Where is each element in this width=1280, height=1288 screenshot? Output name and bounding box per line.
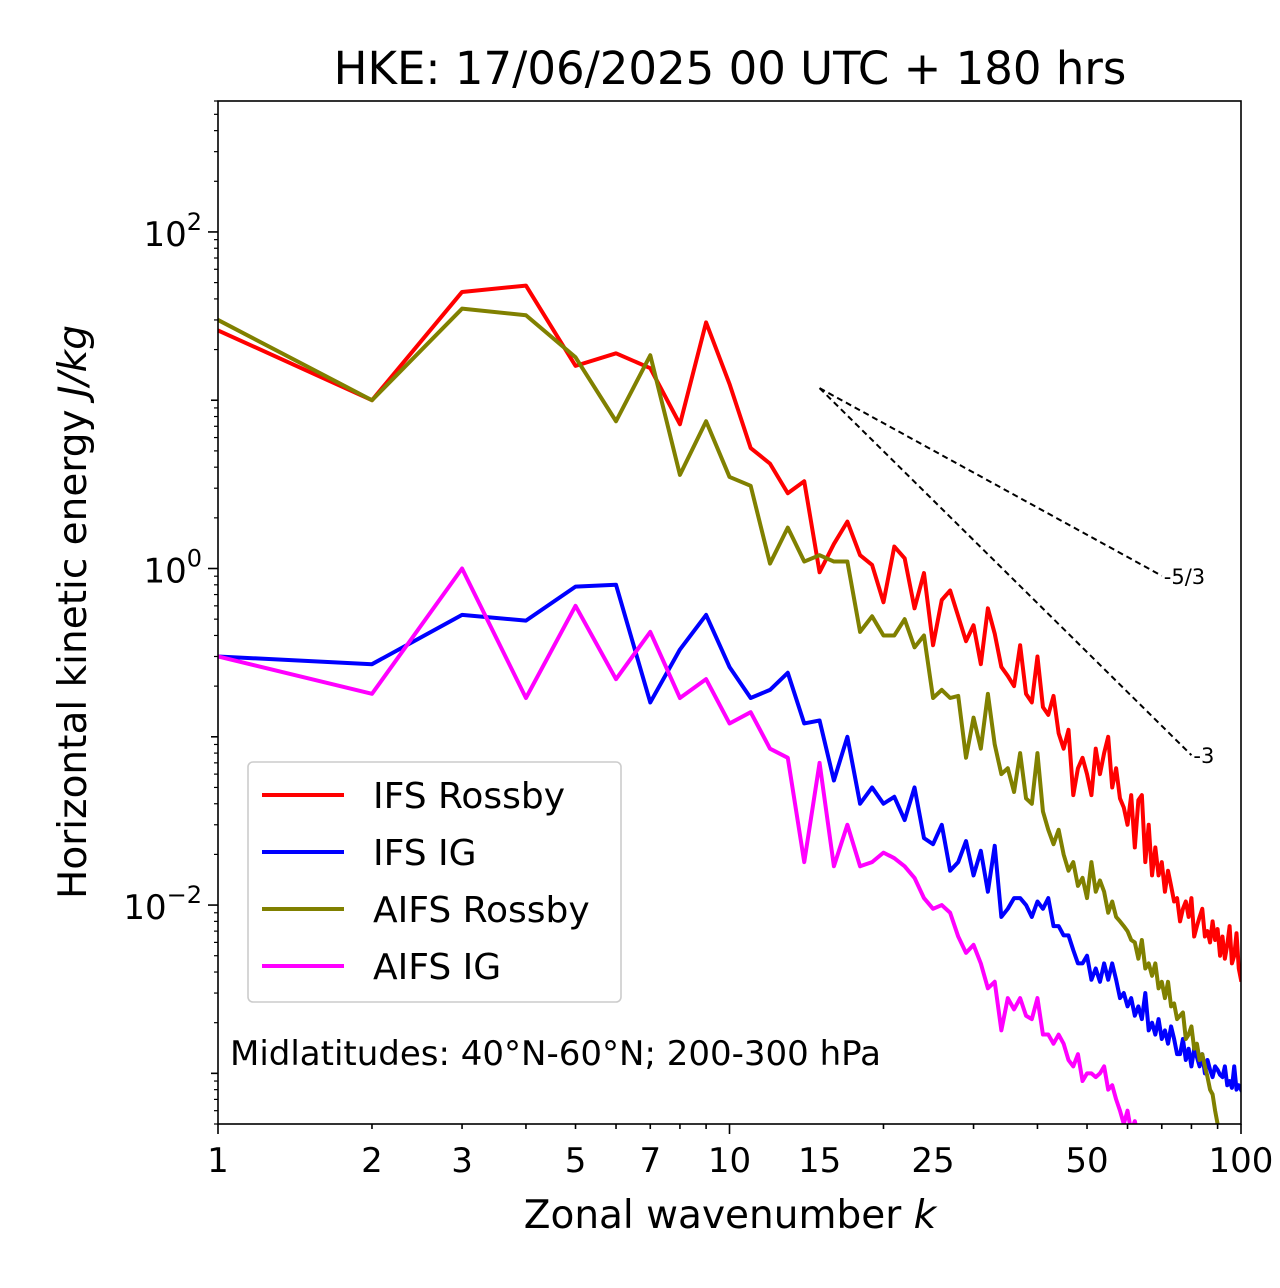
reference-slope-line-5-3 [819,387,1163,577]
y-tick-label: 10−2 [123,881,202,928]
x-tick-label: 10 [708,1141,751,1181]
chart-title: HKE: 17/06/2025 00 UTC + 180 hrs [334,42,1127,95]
legend-entries: IFS Rossby IFS IG AIFS Rossby AIFS IG [262,776,590,988]
series-layer [218,283,1241,1124]
x-tick-label: 5 [565,1141,587,1181]
x-tick-label: 7 [639,1141,661,1181]
y-axis-label-text: Horizontal kinetic energy [51,409,96,899]
y-axis-label: Horizontal kinetic energy J/kg [51,325,96,899]
x-axis-label-symbol: k [914,1193,938,1238]
legend-label-ifs-rossby: IFS Rossby [373,776,565,817]
x-tick-label: 1 [207,1141,229,1181]
reference-slope-label-5-3: -5/3 [1164,565,1205,589]
x-tick-label: 3 [451,1141,473,1181]
x-axis-label-text: Zonal wavenumber [524,1193,902,1238]
reference-slope-layer: -5/3 -3 [818,387,1214,768]
x-tick-label: 25 [911,1141,954,1181]
x-tick-label: 2 [361,1141,383,1181]
y-axis-label-units: J/kg [51,325,96,404]
legend-label-aifs-rossby: AIFS Rossby [373,890,590,931]
reference-slope-line-3 [818,387,1193,756]
plot-area: -5/3 -3 1 2 3 5 7 10 15 25 50 100 102 100 10−2 [123,100,1273,1181]
x-tick-label: 50 [1065,1141,1108,1181]
y-tick-label: 100 [143,545,202,592]
region-annotation: Midlatitudes: 40°N-60°N; 200-300 hPa [230,1034,881,1074]
legend-label-ifs-ig: IFS IG [373,833,477,874]
x-axis-ticks: 1 2 3 5 7 10 15 25 50 100 [207,1124,1273,1181]
x-tick-label: 100 [1209,1141,1274,1181]
y-axis-ticks: 102 100 10−2 [123,100,218,1125]
legend: IFS Rossby IFS IG AIFS Rossby AIFS IG [247,761,622,1003]
series-line-aifs-rossby [218,306,1220,1124]
x-axis-label: Zonal wavenumber k [524,1193,938,1238]
y-tick-label: 102 [143,208,202,255]
legend-label-aifs-ig: AIFS IG [373,947,501,988]
x-tick-label: 15 [798,1141,841,1181]
series-line-aifs-ig [218,566,1138,1124]
series-line-ifs-rossby [218,283,1241,983]
reference-slope-label-3: -3 [1193,744,1214,768]
legend-box [247,761,622,1003]
